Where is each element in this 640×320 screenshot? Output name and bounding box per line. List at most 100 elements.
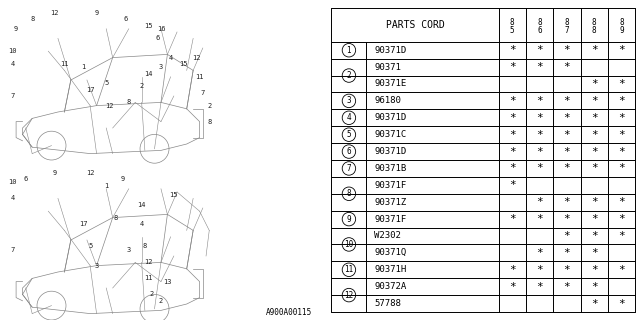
Bar <box>553 278 580 295</box>
Text: 3: 3 <box>347 96 351 105</box>
Text: *: * <box>591 45 598 55</box>
Bar <box>580 42 608 59</box>
Text: 90371D: 90371D <box>374 46 406 55</box>
Text: 6: 6 <box>537 27 542 36</box>
Bar <box>332 76 366 92</box>
Text: *: * <box>509 265 516 275</box>
Text: 12: 12 <box>344 291 353 300</box>
Bar <box>332 278 366 295</box>
Text: 12: 12 <box>105 103 114 108</box>
Text: 2: 2 <box>159 298 163 304</box>
Bar <box>499 8 526 42</box>
Bar <box>526 278 553 295</box>
Text: 14: 14 <box>138 202 146 208</box>
Text: 9: 9 <box>120 176 124 182</box>
Text: *: * <box>591 96 598 106</box>
Bar <box>366 59 499 76</box>
Text: *: * <box>618 164 625 173</box>
Bar <box>332 261 366 278</box>
Text: W2302: W2302 <box>374 231 401 241</box>
Text: 1: 1 <box>104 183 108 188</box>
Text: 7: 7 <box>201 90 205 96</box>
Bar <box>332 92 366 109</box>
Text: *: * <box>618 231 625 241</box>
Bar <box>608 177 636 194</box>
Text: 6: 6 <box>347 147 351 156</box>
Bar <box>526 160 553 177</box>
Bar <box>332 295 366 312</box>
Text: 4: 4 <box>11 61 15 67</box>
Text: 15: 15 <box>179 61 188 67</box>
Text: 15: 15 <box>144 23 152 28</box>
Text: 90371H: 90371H <box>374 265 406 274</box>
Text: *: * <box>563 62 570 72</box>
Text: 10: 10 <box>8 180 17 185</box>
Bar <box>608 143 636 160</box>
Bar <box>608 92 636 109</box>
Text: 1: 1 <box>81 64 86 70</box>
Text: 6: 6 <box>24 176 28 182</box>
Bar <box>608 126 636 143</box>
Text: 8: 8 <box>127 100 131 105</box>
Bar <box>366 92 499 109</box>
Bar <box>608 295 636 312</box>
Bar <box>332 59 366 76</box>
Text: 14: 14 <box>144 71 152 76</box>
Text: 8: 8 <box>592 18 596 27</box>
Text: 15: 15 <box>170 192 178 198</box>
Text: *: * <box>509 164 516 173</box>
Text: *: * <box>591 214 598 224</box>
Text: *: * <box>618 96 625 106</box>
Text: 7: 7 <box>11 247 15 252</box>
Text: 96180: 96180 <box>374 96 401 105</box>
Bar <box>608 59 636 76</box>
Text: 9: 9 <box>347 215 351 224</box>
Text: *: * <box>563 197 570 207</box>
Text: *: * <box>536 147 543 156</box>
Text: 17: 17 <box>86 87 94 92</box>
Bar <box>366 295 499 312</box>
Bar <box>553 76 580 92</box>
Text: *: * <box>618 130 625 140</box>
Text: 90371Q: 90371Q <box>374 248 406 257</box>
Text: *: * <box>509 45 516 55</box>
Bar <box>332 228 366 244</box>
Text: 2: 2 <box>140 84 144 89</box>
Bar <box>553 59 580 76</box>
Text: *: * <box>618 265 625 275</box>
Bar <box>553 194 580 211</box>
Bar <box>580 194 608 211</box>
Bar <box>580 92 608 109</box>
Bar <box>366 278 499 295</box>
Text: *: * <box>536 130 543 140</box>
Bar <box>580 211 608 228</box>
Text: *: * <box>591 231 598 241</box>
Text: *: * <box>563 214 570 224</box>
Text: *: * <box>618 113 625 123</box>
Text: 3: 3 <box>95 263 99 268</box>
Bar <box>608 244 636 261</box>
Text: 9: 9 <box>95 10 99 16</box>
Text: 8: 8 <box>30 16 35 22</box>
Text: 8: 8 <box>143 244 147 249</box>
Text: *: * <box>536 164 543 173</box>
Bar <box>499 76 526 92</box>
Bar <box>366 211 499 228</box>
Bar <box>499 109 526 126</box>
Text: *: * <box>563 265 570 275</box>
Bar <box>580 126 608 143</box>
Bar <box>499 261 526 278</box>
Text: 90371E: 90371E <box>374 79 406 89</box>
Text: 7: 7 <box>564 27 569 36</box>
Bar <box>608 261 636 278</box>
Bar <box>499 42 526 59</box>
Bar <box>526 143 553 160</box>
Text: *: * <box>509 180 516 190</box>
Bar <box>366 160 499 177</box>
Text: 12: 12 <box>51 10 59 16</box>
Bar <box>580 261 608 278</box>
Bar <box>332 160 366 177</box>
Text: 2: 2 <box>347 71 351 80</box>
Bar <box>553 109 580 126</box>
Bar <box>553 261 580 278</box>
